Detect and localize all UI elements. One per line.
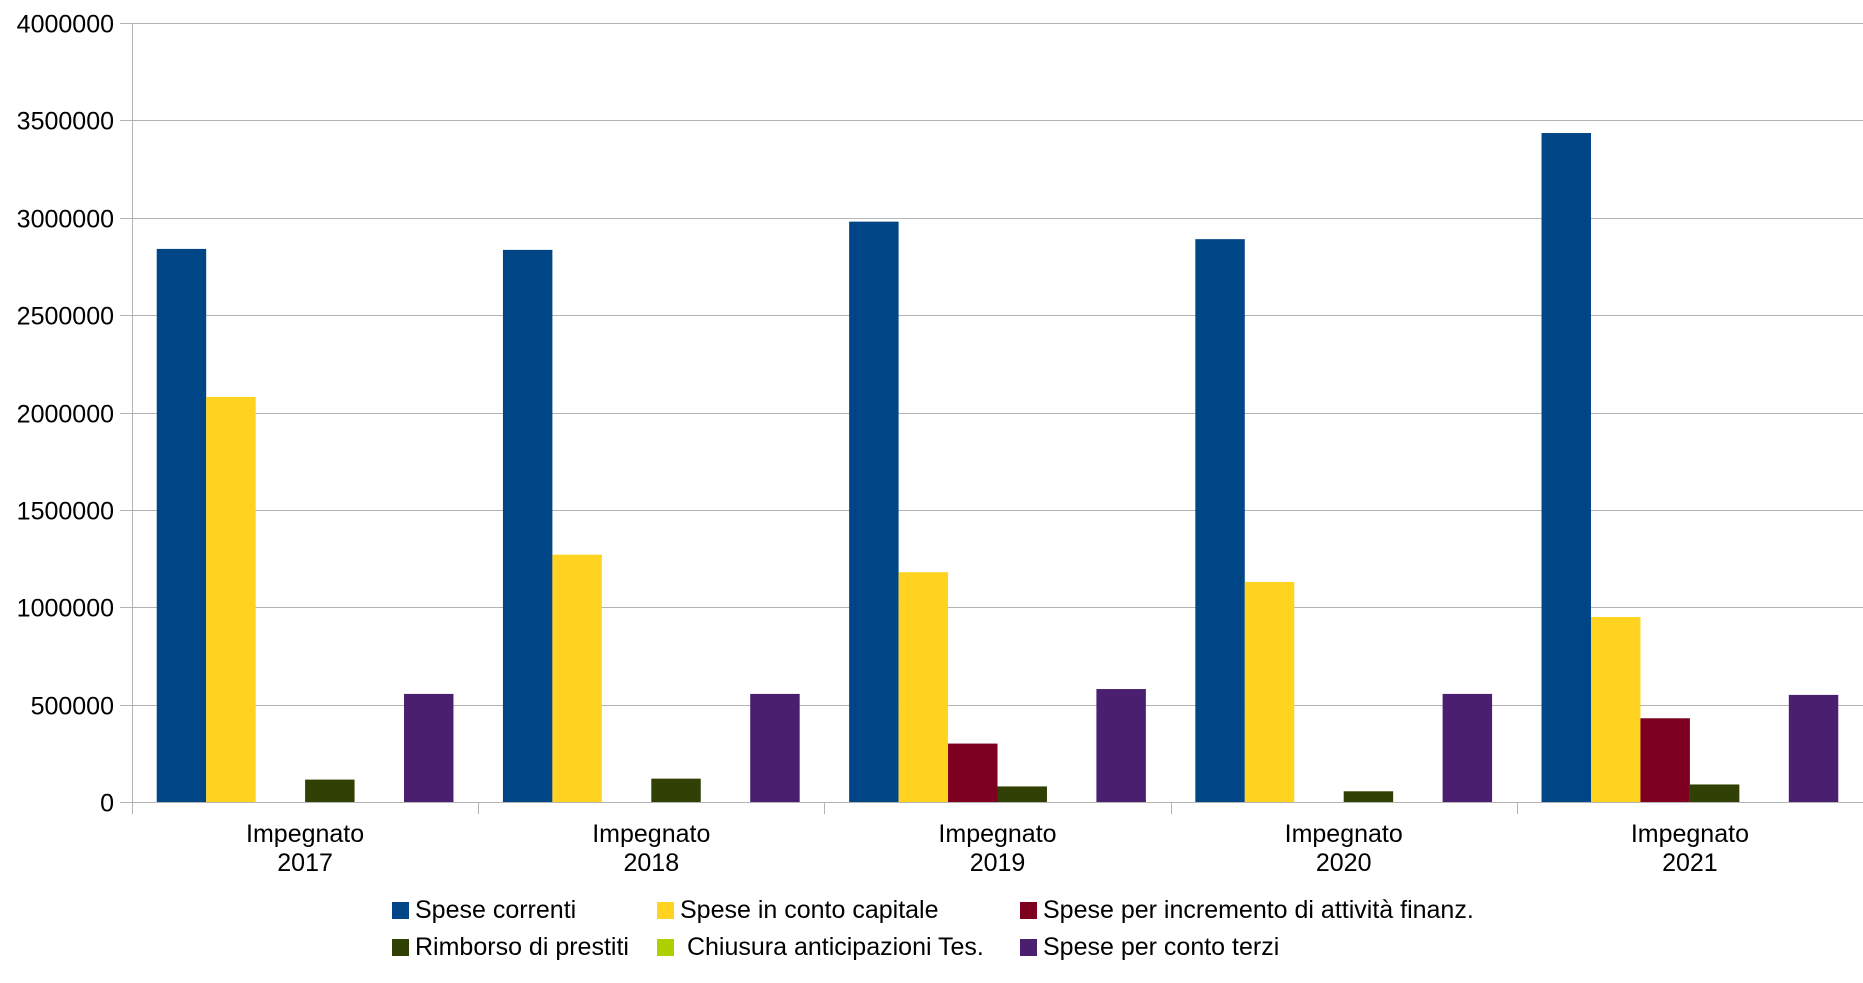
bar-rimborso-di-prestiti-2 (997, 786, 1047, 802)
x-tick-labels: Impegnato2017Impegnato2018Impegnato2019I… (246, 820, 1749, 877)
x-tick-label: Impegnato (592, 820, 710, 848)
x-tick-label: 2018 (623, 849, 679, 877)
y-tick-label: 2000000 (17, 401, 114, 429)
x-tick-label: 2019 (970, 849, 1026, 877)
bar-spese-correnti-4 (1541, 133, 1591, 802)
y-tick-label: 1500000 (17, 498, 114, 526)
x-tick-label: 2017 (277, 849, 333, 877)
bar-spese-in-conto-capitale-3 (1244, 581, 1295, 802)
bar-spese-in-conto-capitale-1 (552, 554, 602, 802)
bar-spese-in-conto-capitale-2 (898, 572, 949, 802)
y-tick-label: 2500000 (17, 303, 114, 331)
y-tick-label: 0 (100, 790, 114, 818)
y-tick-label: 1000000 (17, 595, 114, 623)
bar-spese-in-conto-capitale-0 (206, 396, 256, 802)
y-tick-label: 3000000 (17, 206, 114, 234)
bar-rimborso-di-prestiti-0 (305, 779, 355, 802)
bar-spese-per-conto-terzi-4 (1788, 694, 1839, 802)
bar-spese-per-conto-terzi-3 (1442, 693, 1493, 802)
bar-spese-per-incremento-di-attivit-finanz-2 (948, 743, 998, 802)
bar-rimborso-di-prestiti-3 (1343, 791, 1394, 802)
bar-spese-correnti-0 (156, 248, 207, 802)
y-tick-labels: 0 500000 1000000 1500000 2000000 2500000 30000… (17, 11, 114, 818)
bar-spese-per-incremento-di-attivit-finanz-4 (1640, 718, 1690, 802)
x-tick-label: Impegnato (938, 820, 1056, 848)
bar-spese-per-conto-terzi-2 (1096, 689, 1146, 802)
x-tick-label: 2020 (1316, 849, 1372, 877)
axes (132, 23, 1863, 814)
bar-spese-correnti-3 (1195, 239, 1245, 803)
bar-rimborso-di-prestiti-4 (1689, 784, 1740, 802)
bar-rimborso-di-prestiti-1 (651, 778, 701, 802)
x-tick-label: 2021 (1662, 849, 1718, 877)
bars (156, 133, 1839, 803)
x-tick-label: Impegnato (1631, 820, 1749, 848)
bar-spese-correnti-2 (849, 221, 899, 802)
bar-spese-per-conto-terzi-1 (750, 693, 800, 802)
x-tick-label: Impegnato (246, 820, 364, 848)
bar-spese-per-conto-terzi-0 (404, 693, 454, 802)
y-tick-label: 3500000 (17, 108, 114, 136)
bar-spese-correnti-1 (502, 249, 553, 802)
x-tick-label: Impegnato (1285, 820, 1403, 848)
bar-spese-in-conto-capitale-4 (1590, 616, 1641, 802)
y-tick-label: 500000 (31, 693, 114, 721)
y-tick-label: 4000000 (17, 11, 114, 39)
